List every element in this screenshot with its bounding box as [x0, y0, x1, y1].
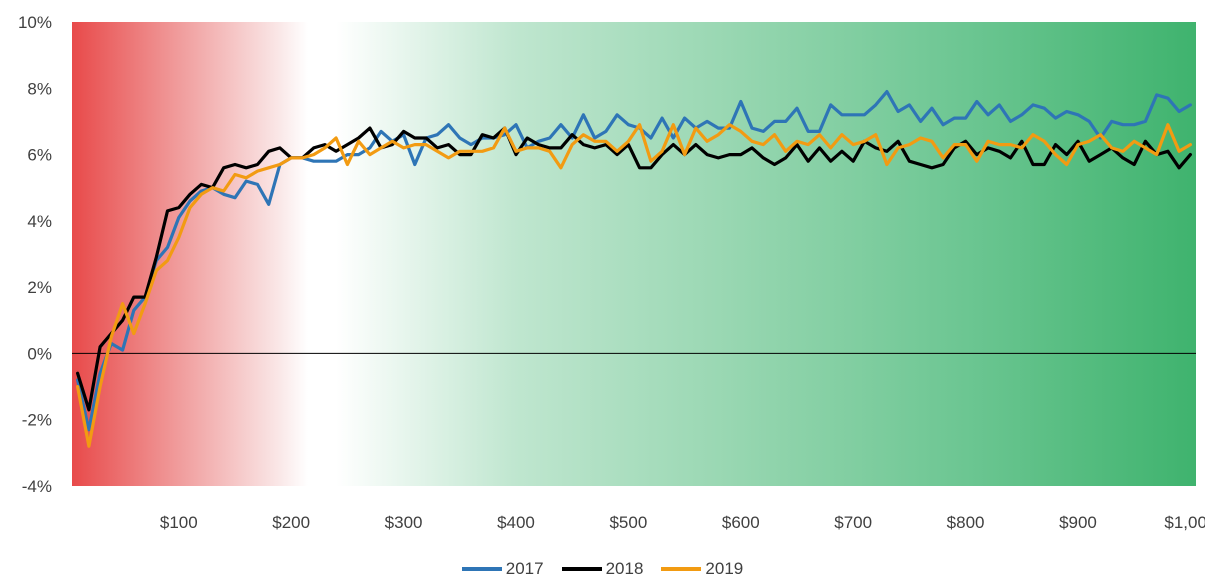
legend-swatch-2017	[461, 567, 502, 571]
legend: 2017 2018 2019	[0, 556, 1205, 582]
y-tick-label: 6%	[27, 146, 52, 165]
legend-swatch-2018	[561, 567, 602, 571]
legend-label-2019: 2019	[705, 559, 744, 578]
legend-item-2017[interactable]: 2017	[461, 559, 544, 579]
x-tick-label: $100	[160, 513, 198, 532]
legend-item-2019[interactable]: 2019	[661, 559, 743, 579]
series-lines	[75, 89, 1193, 448]
x-tick-label: $500	[609, 513, 647, 532]
x-axis: $100 $200 $300 $400 $500 $600 $700 $800 $900 $1,0…	[160, 513, 1205, 532]
x-tick-label: $800	[947, 513, 985, 532]
y-tick-label: 8%	[27, 79, 52, 98]
legend-label-2017: 2017	[505, 559, 544, 578]
x-tick-label: $200	[272, 513, 310, 532]
y-tick-label: 0%	[27, 344, 52, 363]
series-line-2018	[75, 126, 1193, 412]
legend-label-2018: 2018	[605, 559, 644, 578]
series-line-2019	[75, 123, 1193, 448]
y-tick-label: -4%	[22, 477, 52, 496]
x-tick-label: $600	[722, 513, 760, 532]
legend-item-2018[interactable]: 2018	[561, 559, 644, 579]
y-tick-label: 4%	[27, 212, 52, 231]
x-tick-label: $900	[1059, 513, 1097, 532]
y-tick-label: 10%	[18, 13, 52, 32]
x-tick-label: $300	[385, 513, 423, 532]
y-tick-label: 2%	[27, 278, 52, 297]
legend-swatch-2019	[661, 567, 702, 571]
plot-background	[72, 22, 1196, 486]
y-axis: -4% -2% 0% 2% 4% 6% 8% 10%	[18, 13, 52, 496]
x-tick-label: $400	[497, 513, 535, 532]
y-tick-label: -2%	[22, 411, 52, 430]
x-tick-label: $1,000	[1164, 513, 1205, 532]
x-tick-label: $700	[834, 513, 872, 532]
series-line-2017	[75, 89, 1193, 432]
line-chart: -4% -2% 0% 2% 4% 6% 8% 10% $100 $200 $300 $400 $500…	[18, 13, 1205, 532]
